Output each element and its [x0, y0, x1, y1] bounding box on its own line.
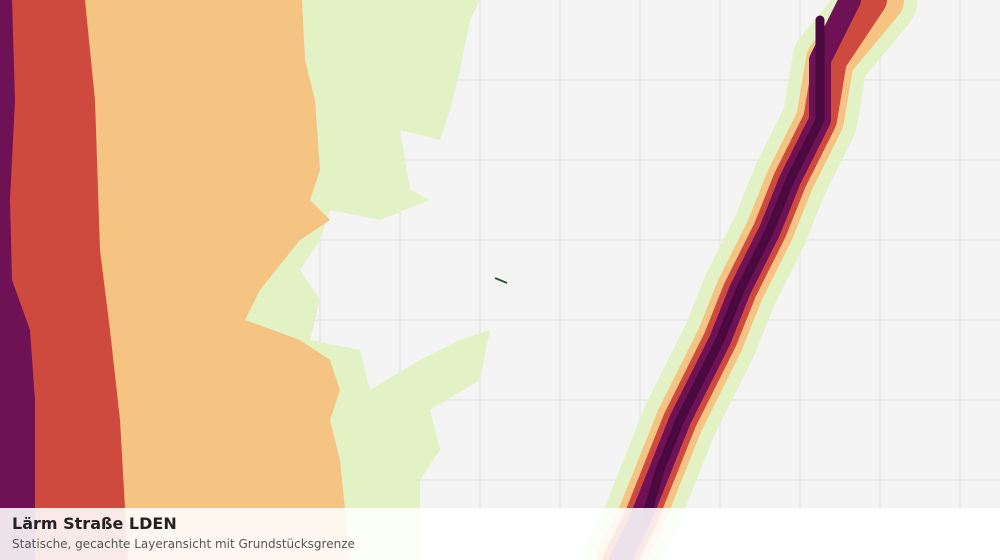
noise-zone-very-high [0, 0, 35, 560]
parcel-boundary [494, 277, 508, 284]
layer-subtitle: Statische, gecachte Layeransicht mit Gru… [12, 537, 355, 551]
caption-panel: Lärm Straße LDEN Statische, gecachte Lay… [0, 508, 1000, 560]
layer-title: Lärm Straße LDEN [12, 514, 177, 533]
road-noise-band [582, 0, 918, 560]
